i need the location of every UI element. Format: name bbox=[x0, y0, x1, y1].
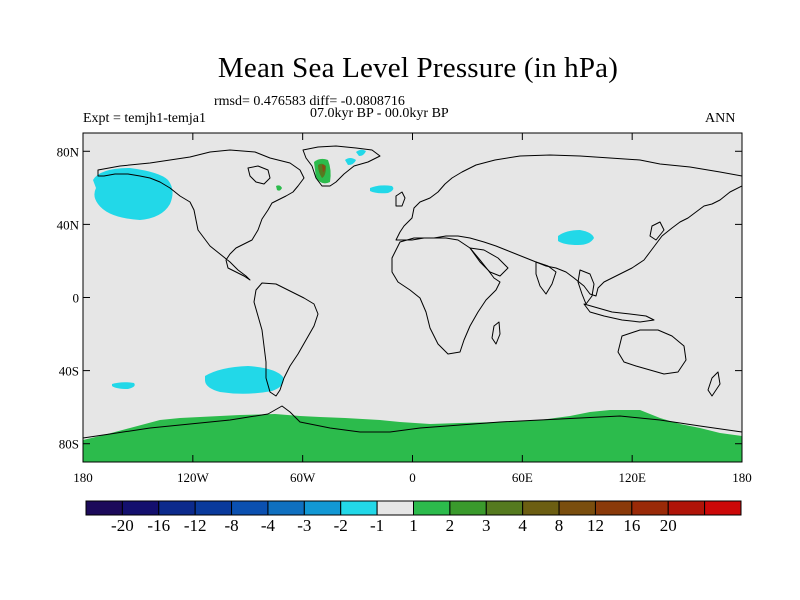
hudson-high-anomaly bbox=[276, 185, 282, 191]
x-tick-label: 60W bbox=[290, 470, 316, 485]
season-label: ANN bbox=[705, 111, 736, 126]
iceland-low-anomaly bbox=[370, 185, 394, 194]
south-pacific-low-anomaly bbox=[205, 366, 284, 394]
x-tick-label: 180 bbox=[732, 470, 752, 485]
australia-coast bbox=[617, 329, 687, 375]
hudson-bay-coast bbox=[247, 165, 271, 185]
arabia-coast bbox=[469, 247, 509, 277]
colorbar-label: 12 bbox=[586, 516, 604, 535]
colorbar-label: -3 bbox=[297, 516, 312, 535]
colorbar-swatch bbox=[231, 500, 269, 516]
tibet-low-anomaly bbox=[558, 230, 594, 245]
colorbar-swatch bbox=[85, 500, 123, 516]
north-america-coast bbox=[97, 149, 305, 281]
colorbar-swatch bbox=[376, 500, 415, 516]
madagascar-coast bbox=[491, 321, 501, 345]
south-pacific-small-low-anomaly bbox=[112, 382, 135, 389]
x-tick-label: 120E bbox=[618, 470, 646, 485]
greenland-brown-anomaly bbox=[322, 164, 325, 172]
map-background bbox=[83, 133, 742, 462]
colorbar-swatch bbox=[522, 500, 560, 516]
greenland-small-low-anomaly bbox=[345, 158, 356, 165]
europe-asia-coast bbox=[395, 154, 742, 297]
africa-coast bbox=[391, 237, 501, 355]
colorbar-swatch bbox=[121, 500, 160, 516]
colorbar-label: 3 bbox=[482, 516, 491, 535]
greenland-coast bbox=[302, 145, 381, 187]
south-america-coast bbox=[253, 282, 319, 397]
antarctica-high-anomaly bbox=[83, 410, 742, 462]
map-title: Mean Sea Level Pressure (in hPa) bbox=[217, 52, 619, 84]
colorbar-swatch bbox=[704, 500, 742, 516]
y-tick-label: 80S bbox=[59, 437, 79, 452]
colorbar-swatch bbox=[485, 500, 524, 516]
experiment-label: Expt = temjh1-temja1 bbox=[83, 111, 206, 126]
colorbar-label: -2 bbox=[333, 516, 348, 535]
y-tick-label: 80N bbox=[57, 144, 80, 159]
colorbar-swatch bbox=[667, 500, 706, 516]
uk-coast bbox=[395, 191, 406, 207]
antarctica-coast bbox=[83, 405, 742, 439]
y-tick-label: 40N bbox=[57, 217, 80, 232]
anomaly-layer bbox=[83, 149, 742, 462]
svalbard-low-anomaly bbox=[356, 149, 366, 156]
x-tick-label: 0 bbox=[409, 470, 416, 485]
colorbar-swatch bbox=[267, 500, 305, 516]
coastlines bbox=[83, 145, 742, 439]
time-period: 07.0kyr BP - 00.0kyr BP bbox=[310, 106, 449, 121]
y-tick-label: 40S bbox=[59, 364, 79, 379]
colorbar-label: -1 bbox=[370, 516, 385, 535]
colorbar-label: -20 bbox=[111, 516, 134, 535]
colorbar-swatch bbox=[194, 500, 233, 516]
colorbar-label: -4 bbox=[260, 516, 276, 535]
north-pacific-low-anomaly bbox=[93, 168, 173, 220]
colorbar-swatch bbox=[449, 500, 487, 516]
new-zealand-coast bbox=[707, 371, 721, 397]
colorbar-label: 16 bbox=[623, 516, 641, 535]
indonesia-coast bbox=[583, 303, 655, 323]
colorbar-swatch bbox=[303, 500, 342, 516]
colorbar-label: -8 bbox=[224, 516, 239, 535]
colorbar bbox=[85, 500, 742, 516]
colorbar-labels: -20 -16 -12 -8 -4 -3 -2 -1 1 2 3 4 8 12 16 20 bbox=[0, 516, 800, 540]
colorbar-swatch bbox=[340, 500, 378, 516]
colorbar-label: 4 bbox=[518, 516, 527, 535]
colorbar-label: 8 bbox=[554, 516, 564, 535]
axis-ticks bbox=[82, 133, 743, 462]
colorbar-label: -16 bbox=[147, 516, 171, 535]
southeast-asia-coast bbox=[577, 269, 595, 305]
y-tick-label: 0 bbox=[73, 291, 80, 306]
axis-labels: 180 120W 60W 0 60E 120E 180 80N 40N 0 40S 80S bbox=[57, 144, 752, 485]
colorbar-label: 20 bbox=[659, 516, 677, 535]
colorbar-swatch bbox=[558, 500, 596, 516]
rmsd-diff-stats: rmsd= 0.476583 diff= -0.0808716 bbox=[214, 94, 405, 109]
colorbar-swatch bbox=[413, 500, 451, 516]
japan-coast bbox=[649, 221, 665, 241]
colorbar-label: -12 bbox=[183, 516, 207, 535]
colorbar-swatch bbox=[158, 500, 196, 516]
colorbar-label: 2 bbox=[445, 516, 455, 535]
colorbar-swatch bbox=[594, 500, 633, 516]
colorbar-label: 1 bbox=[409, 516, 418, 535]
india-coast bbox=[535, 261, 557, 295]
x-tick-label: 180 bbox=[73, 470, 93, 485]
colorbar-swatch bbox=[631, 500, 669, 516]
x-tick-label: 120W bbox=[177, 470, 210, 485]
x-tick-label: 60E bbox=[512, 470, 533, 485]
